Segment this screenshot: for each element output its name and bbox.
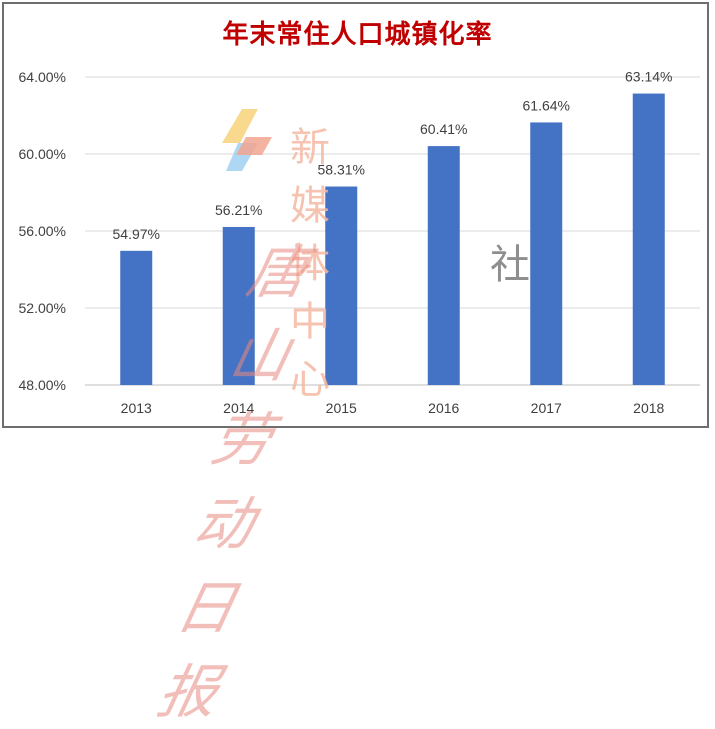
bar (120, 250, 153, 385)
bars (120, 93, 665, 386)
data-label: 54.97% (113, 226, 160, 242)
data-label: 56.21% (215, 202, 262, 218)
data-label: 61.64% (523, 97, 570, 113)
y-tick-label: 52.00% (19, 300, 66, 316)
gridlines (85, 76, 700, 386)
x-tick-label: 2014 (223, 400, 254, 416)
y-tick-label: 60.00% (19, 146, 66, 162)
y-tick-label: 64.00% (19, 69, 66, 85)
bar (530, 122, 563, 386)
chart-title: 年末常住人口城镇化率 (222, 20, 493, 50)
data-label: 60.41% (420, 121, 467, 137)
y-tick-label: 48.00% (19, 377, 66, 393)
bar-chart: 48.00% 52.00% 56.00% 60.00% 64.00% 54.97% 56.… (19, 69, 700, 416)
bar (325, 186, 358, 385)
x-tick-label: 2018 (633, 400, 664, 416)
data-labels: 54.97% 56.21% 58.31% 60.41% 61.64% 63.14% (113, 69, 673, 242)
x-tick-label: 2016 (428, 400, 459, 416)
x-tick-label: 2013 (121, 400, 152, 416)
x-axis-ticks: 2013 2014 2015 2016 2017 2018 (121, 400, 665, 416)
y-tick-label: 56.00% (19, 223, 66, 239)
x-tick-label: 2017 (531, 400, 562, 416)
bar (427, 146, 460, 385)
bar (222, 226, 255, 385)
x-tick-label: 2015 (326, 400, 357, 416)
bar (632, 93, 665, 386)
y-axis-ticks: 48.00% 52.00% 56.00% 60.00% 64.00% (19, 69, 66, 393)
data-label: 63.14% (625, 69, 672, 85)
data-label: 58.31% (318, 162, 365, 178)
